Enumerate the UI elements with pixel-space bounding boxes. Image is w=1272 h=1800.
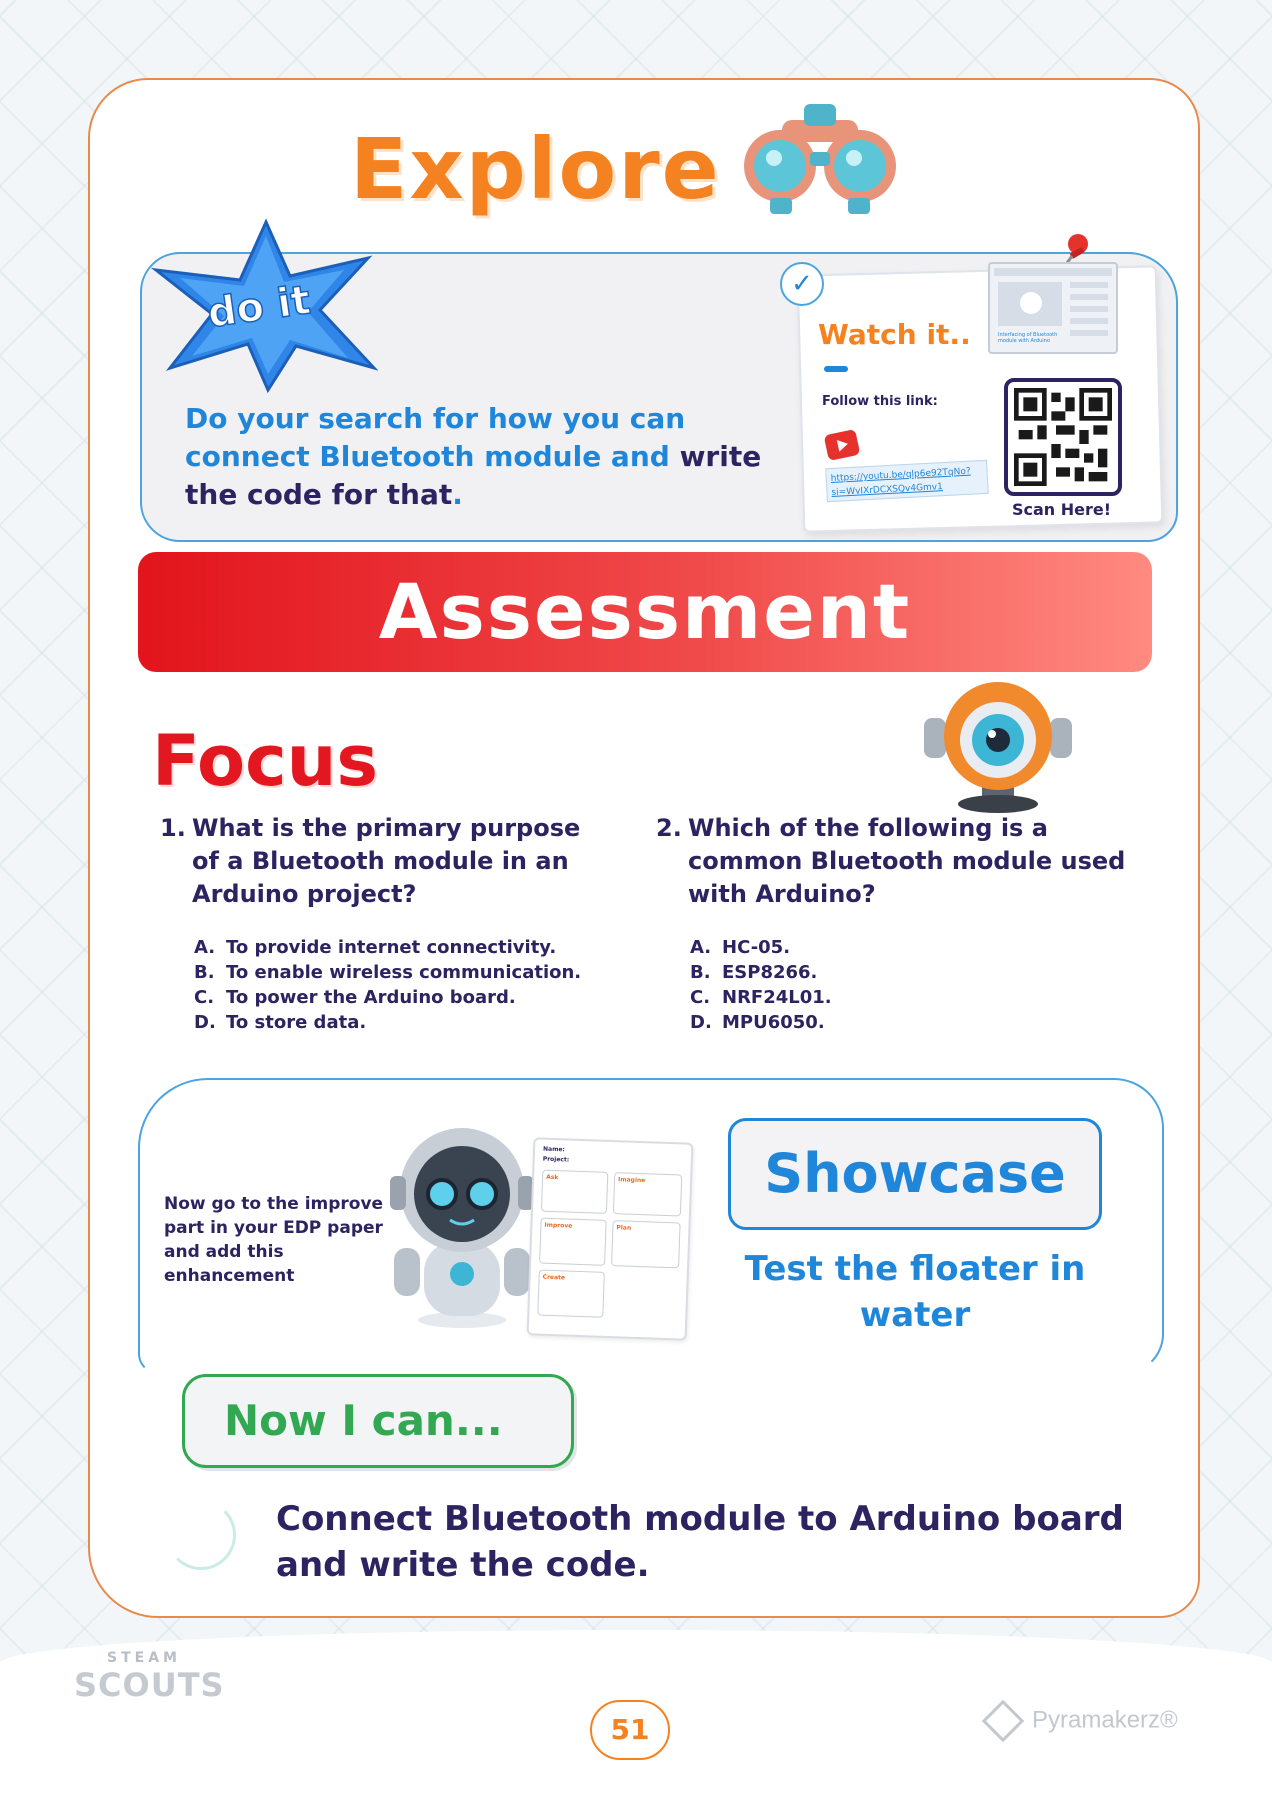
question-2: 2. Which of the following is a common Blu… xyxy=(656,812,1156,911)
divider xyxy=(824,366,848,372)
thumbnail-caption: Interfacing of Bluetooth module with Ard… xyxy=(998,332,1058,344)
qr-code[interactable] xyxy=(1004,378,1122,496)
video-thumbnail[interactable]: Interfacing of Bluetooth module with Ard… xyxy=(988,262,1118,354)
now-i-can-statement: Connect Bluetooth module to Arduino boar… xyxy=(276,1499,1124,1585)
question-number: 1. xyxy=(160,814,186,842)
now-i-can-title: Now I can... xyxy=(224,1396,503,1445)
option-b[interactable]: B. To enable wireless communication. xyxy=(194,962,582,983)
now-i-can-box xyxy=(182,1374,574,1468)
showcase-button[interactable]: Showcase xyxy=(728,1118,1102,1230)
explore-title: Explore xyxy=(350,120,721,218)
do-it-star-badge: do it xyxy=(150,218,378,393)
option-a[interactable]: A. HC-05. xyxy=(690,937,791,958)
question-1: 1. What is the primary purpose of a Bluet… xyxy=(160,812,620,911)
eye-robot-icon xyxy=(924,682,1072,813)
option-a[interactable]: A. To provide internet connectivity. xyxy=(194,937,557,958)
improve-instruction: Now go to the improve part in your EDP p… xyxy=(164,1194,384,1286)
page-number: 51 xyxy=(590,1700,670,1760)
focus-title: Focus xyxy=(152,720,379,802)
question-text: Which of the following is a common Bluet… xyxy=(688,814,1126,908)
explore-instruction: Do your search for how you can connect B… xyxy=(185,400,785,514)
option-b[interactable]: B. ESP8266. xyxy=(690,962,818,983)
scan-here-label: Scan Here! xyxy=(1012,500,1112,519)
assessment-banner xyxy=(138,552,1152,672)
instruction-blue: Do your search for how you can connect B… xyxy=(185,402,686,473)
option-c[interactable]: C. NRF24L01. xyxy=(690,987,832,1008)
option-c[interactable]: C. To power the Arduino board. xyxy=(194,987,516,1008)
option-d[interactable]: D. To store data. xyxy=(194,1012,367,1033)
pyramakerz-logo: Pyramakerz® xyxy=(981,1699,1178,1743)
edp-paper: Name: Project: Ask Imagine Improve Plan … xyxy=(526,1137,694,1341)
pyramid-icon xyxy=(981,1699,1025,1743)
follow-link-label: Follow this link: xyxy=(822,394,938,409)
question-number: 2. xyxy=(656,814,682,842)
checkbox-circle[interactable] xyxy=(166,1500,236,1570)
binoculars-icon xyxy=(744,104,896,214)
question-1-options: A. To provide internet connectivity. B. To… xyxy=(194,935,624,1035)
helmet-robot-icon xyxy=(390,1128,534,1328)
instruction-dark: write the code for that xyxy=(185,440,762,511)
option-d[interactable]: D. MPU6050. xyxy=(690,1012,825,1033)
showcase-panel xyxy=(138,1078,1164,1374)
question-text: What is the primary purpose of a Bluetoo… xyxy=(192,814,581,908)
steam-scouts-logo: STEAM SCOUTS xyxy=(74,1650,225,1704)
instruction-end: . xyxy=(452,478,463,511)
check-icon: ✓ xyxy=(780,262,824,306)
assessment-title: Assessment xyxy=(378,567,912,656)
watch-it-title: Watch it.. xyxy=(818,318,971,351)
question-2-options: A. HC-05. B. ESP8266. C. NRF24L01. D. MPU605… xyxy=(690,935,990,1035)
showcase-task: Test the floater in water xyxy=(744,1249,1086,1335)
